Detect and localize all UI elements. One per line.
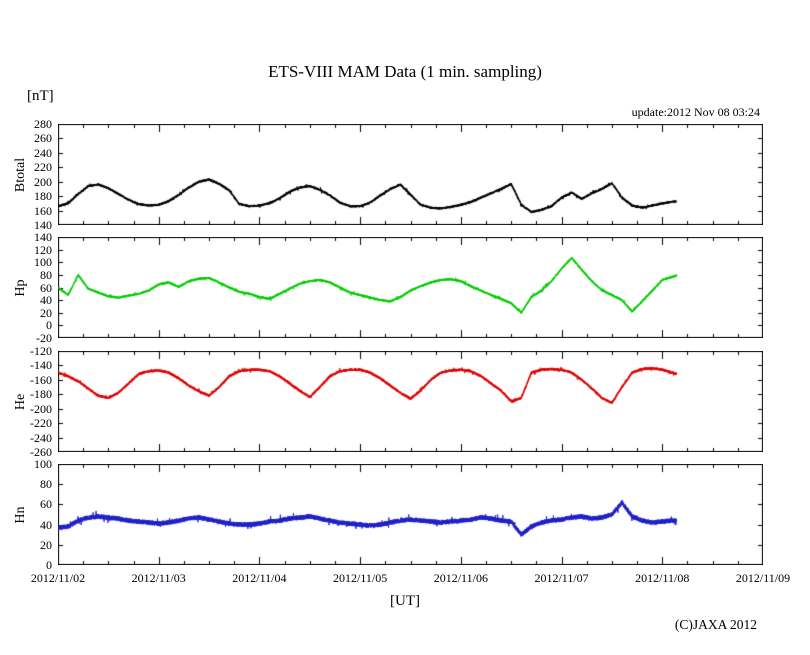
y-tick-label: -240 [30,430,52,445]
chart-title: ETS-VIII MAM Data (1 min. sampling) [268,62,542,81]
y-tick-label: 280 [34,117,52,131]
y-tick-label: 240 [34,145,52,160]
hp-trace-canvas [58,237,763,338]
he-trace-canvas [58,351,763,452]
y-tick-label: -180 [30,387,52,402]
y-tick-label: 260 [34,131,52,146]
y-tick-label: -140 [30,358,52,373]
hn-trace-canvas [58,464,763,565]
y-tick-label: 80 [40,477,52,492]
y-unit-label: [nT] [27,88,54,104]
y-tick-label: 200 [34,174,52,189]
x-tick-label: 2012/11/09 [735,571,791,585]
y-tick-label: 140 [34,230,52,244]
copyright: (C)JAXA 2012 [674,617,757,632]
y-tick-label: -120 [30,344,52,358]
y-tick-label: 60 [40,497,52,512]
y-tick-label: 180 [34,189,52,204]
y-tick-label: 120 [34,242,52,257]
x-tick-label: 2012/11/06 [433,571,488,585]
y-tick-label: -220 [30,416,52,431]
x-tick-label: 2012/11/05 [333,571,388,585]
y-tick-label: 0 [46,558,52,572]
y-tick-label: 60 [40,280,52,295]
y-tick-label: -20 [36,331,52,345]
y-tick-label: 80 [40,267,52,282]
btotal-trace-canvas [58,124,763,225]
y-tick-label: 160 [34,203,52,218]
y-tick-label: 40 [40,293,52,308]
y-tick-label: 100 [34,255,52,270]
y-tick-label: 20 [40,305,52,320]
x-axis-label: [UT] [390,593,420,609]
x-tick-label: 2012/11/04 [232,571,287,585]
y-tick-label: -200 [30,401,52,416]
y-tick-label: 140 [34,218,52,232]
y-tick-label: 40 [40,517,52,532]
x-tick-label: 2012/11/07 [534,571,589,585]
y-tick-label: 100 [34,457,52,471]
y-tick-label: -260 [30,445,52,459]
y-tick-label: 0 [46,318,52,333]
update-timestamp: update:2012 Nov 08 03:24 [631,105,760,119]
x-tick-label: 2012/11/02 [30,571,86,585]
y-tick-label: 20 [40,537,52,552]
y-tick-label: 220 [34,160,52,175]
y-tick-label: -160 [30,372,52,387]
x-tick-label: 2012/11/03 [131,571,186,585]
x-tick-label: 2012/11/08 [635,571,690,585]
